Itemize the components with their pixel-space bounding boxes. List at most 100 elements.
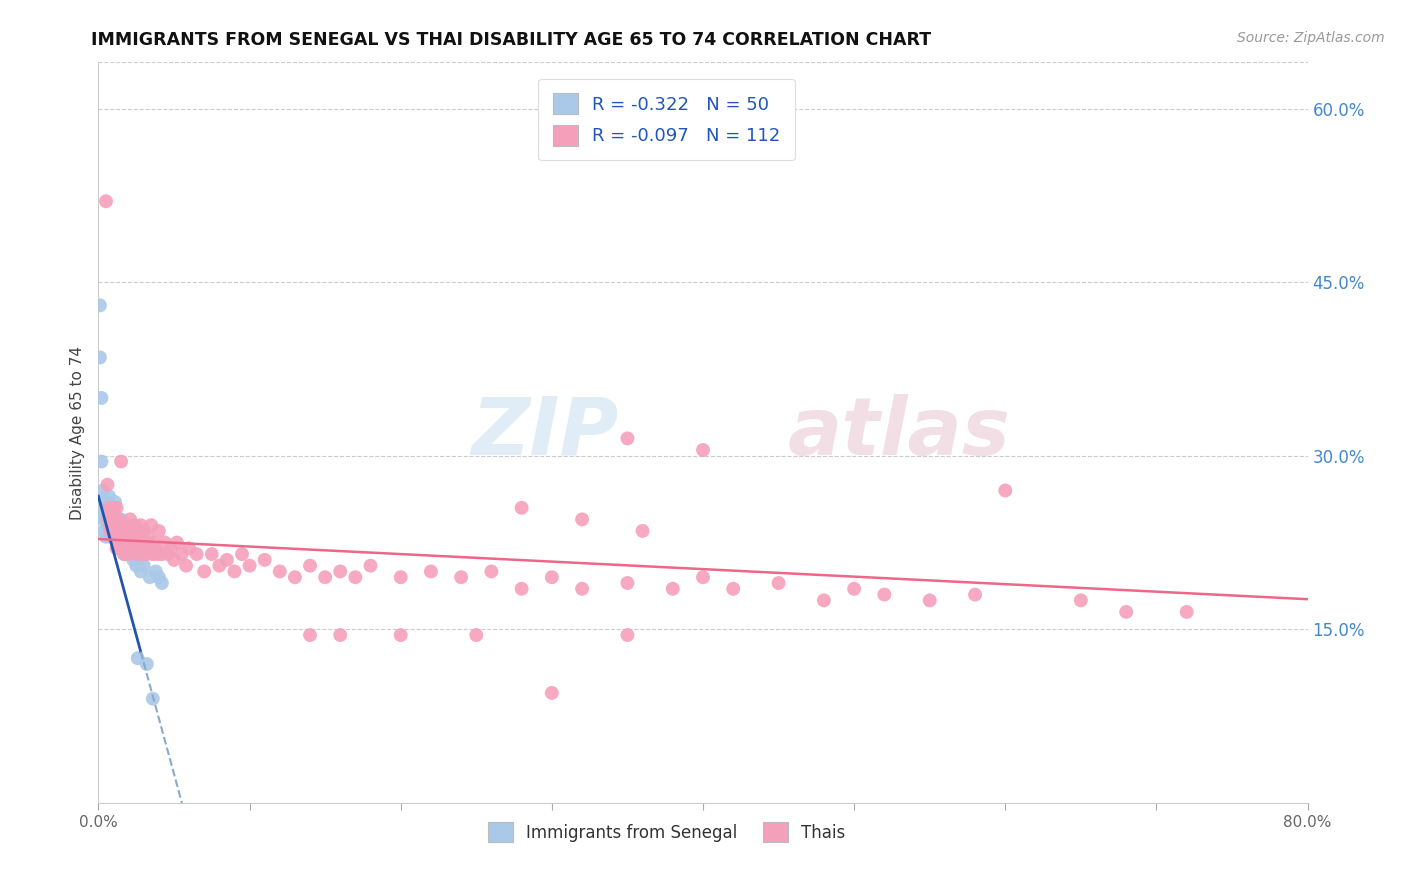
Point: [141, 518, 163, 533]
Point: [118, 524, 141, 538]
Point: [965, 588, 987, 602]
Point: [120, 535, 142, 549]
Point: [128, 553, 150, 567]
Text: Source: ZipAtlas.com: Source: ZipAtlas.com: [1237, 31, 1385, 45]
Point: [127, 651, 149, 665]
Point: [105, 500, 128, 515]
Point: [465, 628, 488, 642]
Point: [94, 194, 117, 209]
Point: [450, 570, 472, 584]
Point: [107, 524, 129, 538]
Point: [112, 547, 135, 561]
Point: [108, 535, 131, 549]
Point: [93, 524, 115, 538]
Point: [844, 582, 866, 596]
Point: [132, 524, 155, 538]
Point: [571, 512, 593, 526]
Text: IMMIGRANTS FROM SENEGAL VS THAI DISABILITY AGE 65 TO 74 CORRELATION CHART: IMMIGRANTS FROM SENEGAL VS THAI DISABILI…: [91, 31, 932, 49]
Point: [111, 530, 134, 544]
Point: [103, 524, 125, 538]
Point: [143, 535, 166, 549]
Point: [186, 547, 208, 561]
Point: [112, 524, 135, 538]
Point: [1175, 605, 1198, 619]
Point: [540, 686, 562, 700]
Point: [918, 593, 941, 607]
Point: [96, 477, 118, 491]
Point: [108, 524, 131, 538]
Point: [163, 553, 186, 567]
Point: [873, 588, 896, 602]
Point: [179, 541, 201, 556]
Point: [134, 535, 156, 549]
Point: [510, 582, 533, 596]
Point: [142, 547, 165, 561]
Point: [111, 535, 134, 549]
Point: [93, 495, 115, 509]
Point: [114, 530, 136, 544]
Point: [125, 558, 148, 573]
Point: [389, 570, 412, 584]
Point: [101, 518, 124, 533]
Point: [129, 541, 152, 556]
Point: [110, 535, 132, 549]
Point: [103, 518, 125, 533]
Point: [89, 298, 111, 312]
Point: [104, 495, 127, 509]
Point: [114, 535, 136, 549]
Point: [128, 530, 150, 544]
Point: [135, 547, 157, 561]
Point: [103, 500, 125, 515]
Point: [284, 570, 307, 584]
Point: [94, 512, 117, 526]
Point: [314, 570, 336, 584]
Point: [94, 530, 117, 544]
Point: [142, 691, 165, 706]
Point: [98, 524, 121, 538]
Point: [540, 570, 562, 584]
Point: [104, 518, 127, 533]
Point: [148, 570, 170, 584]
Point: [91, 483, 114, 498]
Point: [101, 524, 124, 538]
Point: [269, 565, 291, 579]
Point: [120, 512, 142, 526]
Point: [510, 500, 533, 515]
Point: [616, 431, 638, 445]
Point: [100, 518, 122, 533]
Point: [91, 512, 114, 526]
Point: [100, 530, 122, 544]
Point: [156, 547, 179, 561]
Point: [344, 570, 367, 584]
Point: [1070, 593, 1092, 607]
Point: [135, 657, 157, 671]
Point: [122, 535, 145, 549]
Point: [329, 565, 352, 579]
Point: [110, 518, 132, 533]
Point: [420, 565, 443, 579]
Point: [108, 524, 131, 538]
Point: [115, 530, 138, 544]
Point: [114, 518, 136, 533]
Point: [100, 512, 122, 526]
Point: [813, 593, 835, 607]
Point: [91, 500, 114, 515]
Point: [160, 541, 183, 556]
Point: [145, 541, 167, 556]
Text: ZIP: ZIP: [471, 393, 619, 472]
Point: [90, 454, 112, 468]
Point: [994, 483, 1017, 498]
Point: [105, 524, 128, 538]
Point: [146, 547, 169, 561]
Point: [174, 558, 197, 573]
Point: [96, 518, 118, 533]
Point: [239, 558, 262, 573]
Point: [299, 628, 322, 642]
Point: [139, 570, 162, 584]
Point: [299, 558, 322, 573]
Point: [768, 576, 790, 591]
Y-axis label: Disability Age 65 to 74: Disability Age 65 to 74: [69, 345, 84, 520]
Point: [110, 541, 132, 556]
Point: [124, 518, 146, 533]
Point: [124, 547, 146, 561]
